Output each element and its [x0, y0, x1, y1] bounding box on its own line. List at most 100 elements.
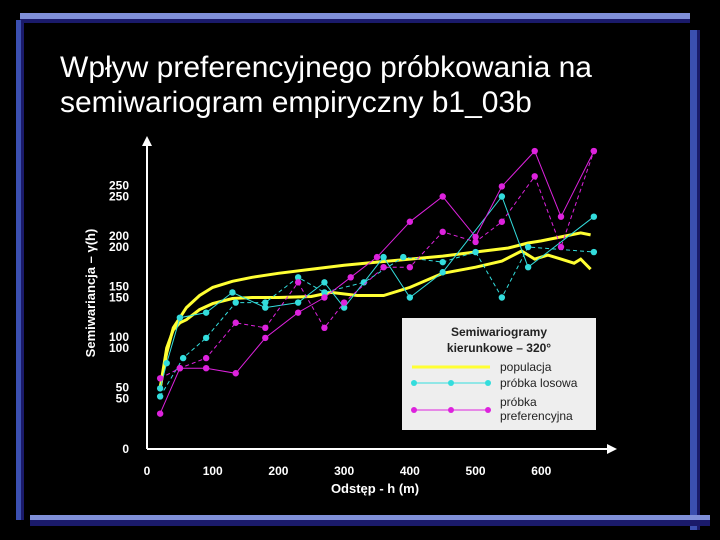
- legend-label-probka-losowa: próbka losowa: [500, 376, 578, 390]
- data-point-próbka-losowa: [400, 253, 407, 261]
- data-point-próbka-losowa: [163, 359, 170, 367]
- data-point-próbka-preferencyjna: [557, 243, 565, 251]
- data-point-próbka-preferencyjna: [232, 319, 239, 326]
- y-tick-label-secondary: 50: [116, 381, 130, 395]
- data-point-próbka-losowa: [321, 279, 328, 286]
- data-point-próbka-preferencyjna: [232, 370, 239, 377]
- data-point-próbka-preferencyjna: [294, 309, 302, 316]
- series-line-próbka-preferencyjna: [159, 150, 595, 414]
- data-point-próbka-losowa: [156, 385, 164, 392]
- x-tick-label: 600: [531, 464, 551, 478]
- slide-title-line-2: semiwariogram empiryczny b1_03b: [60, 86, 532, 119]
- data-point-próbka-preferencyjna: [321, 324, 328, 331]
- x-tick-label: 100: [203, 464, 223, 478]
- y-tick-label: 100: [109, 341, 129, 355]
- legend-title-line-2: kierunkowe – 320°: [447, 341, 551, 355]
- y-tick-label-secondary: 200: [109, 229, 129, 243]
- data-point-próbka-losowa: [439, 269, 446, 276]
- data-point-próbka-losowa: [590, 248, 598, 256]
- data-point-próbka-preferencyjna: [531, 173, 538, 180]
- chart-legend: Semiwariogramy kierunkowe – 320° populac…: [402, 318, 596, 430]
- legend-marker-probka-losowa-1: [411, 380, 417, 386]
- y-tick-label: 250: [109, 190, 129, 204]
- x-tick-label: 0: [144, 464, 151, 478]
- bottom-accent-bar: [30, 515, 710, 520]
- data-point-próbka-losowa: [340, 304, 348, 311]
- data-point-próbka-preferencyjna: [202, 354, 210, 362]
- data-point-próbka-preferencyjna: [472, 238, 479, 246]
- slide-title-line-1: Wpływ preferencyjnego próbkowania na: [60, 51, 592, 84]
- data-point-próbka-preferencyjna: [347, 274, 354, 281]
- data-point-próbka-losowa: [294, 274, 302, 281]
- data-point-próbka-preferencyjna: [156, 410, 164, 417]
- x-axis-arrow: [607, 444, 617, 454]
- data-point-próbka-preferencyjna: [498, 218, 506, 225]
- data-point-próbka-preferencyjna: [439, 193, 446, 200]
- legend-marker-probka-preferencyjna-3: [485, 407, 491, 413]
- y-axis-arrow: [142, 136, 152, 146]
- y-axis-label: Semiwariancja – γ(h): [83, 229, 98, 358]
- series-line-populacja: [158, 249, 592, 389]
- data-point-próbka-preferencyjna: [176, 365, 184, 372]
- slide-title: Wpływ preferencyjnego próbkowania na sem…: [60, 50, 700, 120]
- data-point-próbka-preferencyjna: [531, 147, 538, 155]
- data-point-próbka-losowa: [262, 304, 269, 311]
- legend-label-probka-preferencyjna-word-2: preferencyjna: [500, 409, 573, 423]
- y-tick-label: 150: [109, 291, 129, 305]
- y-tick-label: 200: [109, 240, 129, 254]
- legend-box: [402, 318, 596, 430]
- y-tick-label: 0: [122, 442, 129, 456]
- data-point-próbka-preferencyjna: [294, 279, 302, 286]
- data-point-próbka-losowa: [590, 213, 598, 220]
- legend-label-populacja: populacja: [500, 360, 552, 374]
- data-point-próbka-losowa: [176, 314, 184, 321]
- data-point-próbka-losowa: [498, 193, 506, 200]
- legend-marker-probka-preferencyjna-2: [448, 407, 454, 413]
- data-point-próbka-losowa: [439, 258, 446, 266]
- y-tick-label-secondary: 150: [109, 280, 129, 294]
- data-point-próbka-losowa: [202, 334, 210, 342]
- data-point-próbka-losowa: [380, 253, 387, 261]
- data-point-próbka-losowa: [262, 299, 269, 306]
- y-tick-label: 50: [116, 392, 130, 406]
- data-point-próbka-preferencyjna: [406, 264, 414, 271]
- x-tick-label: 400: [400, 464, 420, 478]
- top-accent-bar-dark: [20, 19, 690, 23]
- bottom-accent-bar-dark: [30, 520, 710, 526]
- y-tick-label-secondary: 100: [109, 330, 129, 344]
- data-point-próbka-preferencyjna: [156, 375, 164, 382]
- plot-area: [156, 147, 598, 417]
- data-point-próbka-preferencyjna: [262, 334, 269, 342]
- data-point-próbka-preferencyjna: [380, 264, 387, 271]
- data-point-próbka-preferencyjna: [373, 253, 381, 261]
- data-point-próbka-losowa: [156, 393, 164, 400]
- data-point-próbka-losowa: [321, 289, 328, 296]
- legend-label-probka-preferencyjna: próbka preferencyjna: [500, 395, 573, 423]
- data-point-próbka-preferencyjna: [557, 213, 565, 220]
- legend-marker-probka-preferencyjna-1: [411, 407, 417, 413]
- data-point-próbka-preferencyjna: [321, 294, 328, 301]
- data-point-próbka-losowa: [406, 294, 414, 301]
- data-point-próbka-losowa: [202, 309, 210, 316]
- data-point-próbka-losowa: [294, 299, 302, 306]
- data-point-próbka-preferencyjna: [498, 183, 506, 190]
- x-tick-labels: 0 100 200 300 400 500 600: [144, 464, 552, 478]
- data-point-próbka-losowa: [524, 243, 532, 251]
- series-line-próbka-losowa: [159, 246, 594, 397]
- legend-title-line-1: Semiwariogramy: [451, 325, 547, 339]
- right-accent-bar: [690, 30, 697, 530]
- x-axis-label: Odstęp - h (m): [331, 481, 419, 496]
- data-point-próbka-losowa: [232, 299, 239, 306]
- data-point-próbka-losowa: [229, 289, 236, 296]
- data-point-próbka-preferencyjna: [472, 233, 479, 241]
- data-point-próbka-losowa: [472, 248, 479, 256]
- x-tick-label: 300: [334, 464, 354, 478]
- data-point-próbka-preferencyjna: [340, 299, 348, 306]
- y-tick-labels: 0 50 100 150 200 250 50 100 150 200 250: [109, 179, 129, 457]
- y-tick-label-secondary: 250: [109, 179, 129, 193]
- left-accent-bar-light: [21, 20, 24, 520]
- chart-axes: [142, 136, 617, 454]
- series-line-próbka-preferencyjna: [159, 150, 595, 379]
- data-point-próbka-preferencyjna: [590, 147, 598, 155]
